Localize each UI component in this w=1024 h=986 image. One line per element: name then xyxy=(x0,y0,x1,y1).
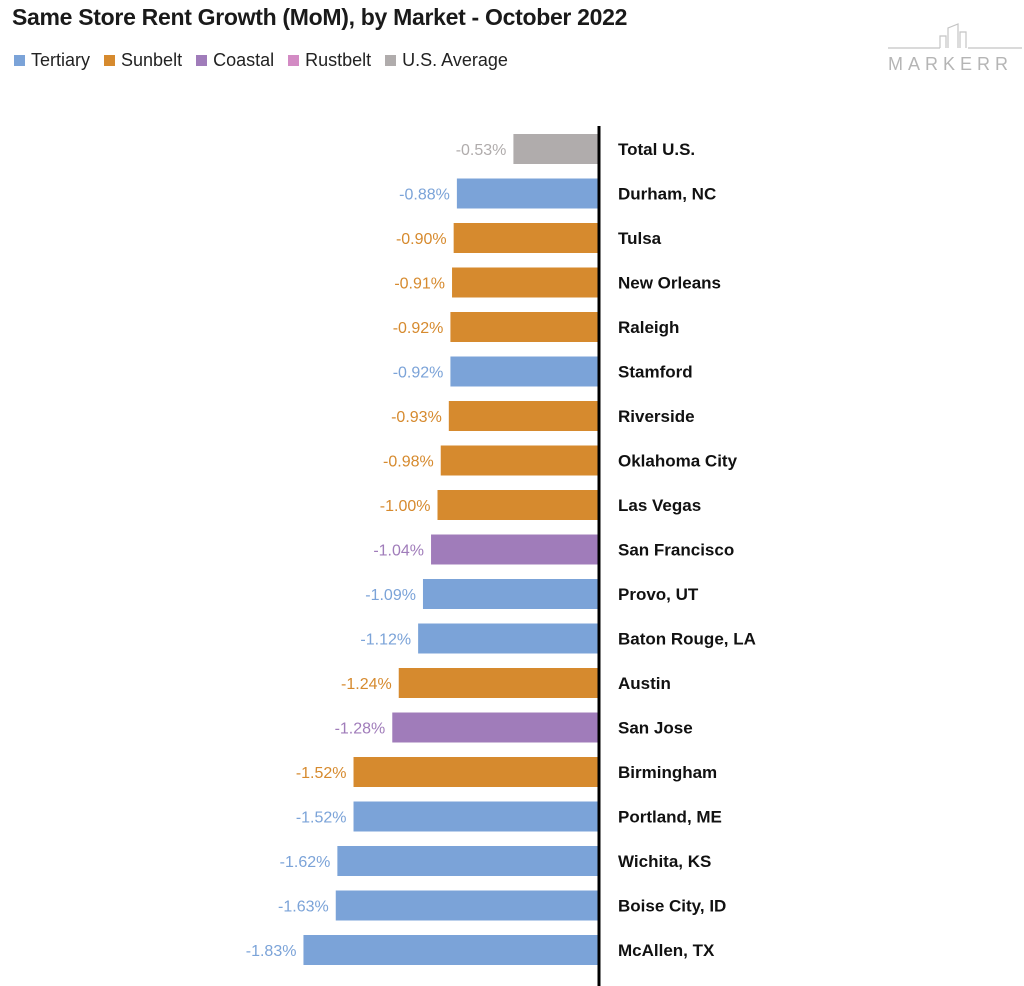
value-label-san-jose: -1.28% xyxy=(335,721,386,738)
value-label-las-vegas: -1.00% xyxy=(380,498,431,515)
legend-item-sunbelt: Sunbelt xyxy=(104,50,182,71)
category-label-riverside: Riverside xyxy=(618,407,695,426)
legend-swatch-tertiary xyxy=(14,55,25,66)
value-label-austin: -1.24% xyxy=(341,676,392,693)
category-label-san-jose: San Jose xyxy=(618,719,693,738)
category-label-las-vegas: Las Vegas xyxy=(618,496,701,515)
value-label-baton-rouge-la: -1.12% xyxy=(360,632,411,649)
bar-las-vegas xyxy=(437,490,599,520)
category-label-boise-city-id: Boise City, ID xyxy=(618,897,726,916)
value-label-san-francisco: -1.04% xyxy=(373,543,424,560)
category-label-austin: Austin xyxy=(618,674,671,693)
legend-label-us-average: U.S. Average xyxy=(402,50,508,70)
legend-item-coastal: Coastal xyxy=(196,50,274,71)
value-label-riverside: -0.93% xyxy=(391,409,442,426)
category-label-birmingham: Birmingham xyxy=(618,763,717,782)
category-label-mcallen-tx: McAllen, TX xyxy=(618,941,715,960)
bar-wichita-ks xyxy=(337,846,599,876)
value-label-new-orleans: -0.91% xyxy=(394,276,445,293)
chart-legend: Tertiary Sunbelt Coastal Rustbelt U.S. A… xyxy=(14,50,522,71)
bar-oklahoma-city xyxy=(440,445,599,476)
bar-raleigh xyxy=(450,312,599,342)
value-label-boise-city-id: -1.63% xyxy=(278,899,329,916)
value-label-mcallen-tx: -1.83% xyxy=(246,943,297,960)
category-label-san-francisco: San Francisco xyxy=(618,541,734,560)
category-label-oklahoma-city: Oklahoma City xyxy=(618,452,738,471)
legend-item-tertiary: Tertiary xyxy=(14,50,90,71)
value-label-total-u-s: -0.53% xyxy=(456,142,507,159)
category-label-baton-rouge-la: Baton Rouge, LA xyxy=(618,630,756,649)
bar-birmingham xyxy=(353,757,599,787)
value-label-portland-me: -1.52% xyxy=(296,810,347,827)
bar-stamford xyxy=(450,356,599,387)
bar-tulsa xyxy=(453,223,599,253)
bar-new-orleans xyxy=(452,267,599,298)
value-label-stamford: -0.92% xyxy=(393,365,444,382)
bar-portland-me xyxy=(353,801,599,832)
legend-label-rustbelt: Rustbelt xyxy=(305,50,372,70)
value-label-birmingham: -1.52% xyxy=(296,765,347,782)
category-label-new-orleans: New Orleans xyxy=(618,274,721,293)
skyline-logo-icon xyxy=(888,23,1022,49)
bar-boise-city-id xyxy=(335,890,599,921)
bar-san-francisco xyxy=(431,534,599,565)
category-label-total-u-s: Total U.S. xyxy=(618,140,695,159)
category-label-durham-nc: Durham, NC xyxy=(618,185,716,204)
category-label-portland-me: Portland, ME xyxy=(618,808,722,827)
value-label-raleigh: -0.92% xyxy=(393,320,444,337)
legend-swatch-us-average xyxy=(385,55,397,66)
value-label-wichita-ks: -1.62% xyxy=(280,854,331,871)
bar-durham-nc xyxy=(456,178,599,209)
category-label-stamford: Stamford xyxy=(618,363,693,382)
chart-title: Same Store Rent Growth (MoM), by Market … xyxy=(12,4,628,30)
bar-mcallen-tx xyxy=(303,935,599,965)
bar-austin xyxy=(398,668,599,698)
legend-swatch-coastal xyxy=(196,55,208,66)
legend-label-sunbelt: Sunbelt xyxy=(121,50,183,70)
legend-swatch-sunbelt xyxy=(104,55,116,66)
bar-total-u-s xyxy=(513,134,599,164)
legend-label-tertiary: Tertiary xyxy=(31,50,91,70)
bar-baton-rouge-la xyxy=(418,623,599,654)
bar-san-jose xyxy=(392,712,599,743)
category-label-raleigh: Raleigh xyxy=(618,318,679,337)
bar-provo-ut xyxy=(422,579,599,609)
markerr-logo: MARKERR xyxy=(886,22,1024,78)
legend-label-coastal: Coastal xyxy=(213,50,275,70)
value-label-oklahoma-city: -0.98% xyxy=(383,454,434,471)
legend-item-us-average: U.S. Average xyxy=(385,50,508,71)
value-label-provo-ut: -1.09% xyxy=(365,587,416,604)
value-label-durham-nc: -0.88% xyxy=(399,187,450,204)
logo-text: MARKERR xyxy=(888,54,1014,74)
legend-item-rustbelt: Rustbelt xyxy=(288,50,371,71)
legend-swatch-rustbelt xyxy=(288,55,300,66)
category-label-wichita-ks: Wichita, KS xyxy=(618,852,711,871)
category-label-tulsa: Tulsa xyxy=(618,229,662,248)
bar-riverside xyxy=(448,401,599,431)
value-label-tulsa: -0.90% xyxy=(396,231,447,248)
category-label-provo-ut: Provo, UT xyxy=(618,585,699,604)
